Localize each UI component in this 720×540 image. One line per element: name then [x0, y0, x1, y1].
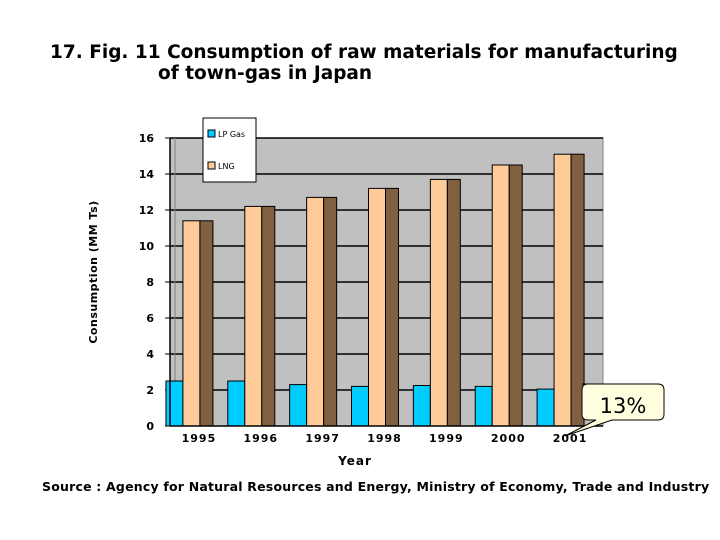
x-tick-label: 2001	[553, 432, 588, 445]
bar-lp-gas-1996	[227, 380, 246, 427]
y-tick-label: 8	[146, 276, 154, 289]
legend-swatch-lng	[207, 161, 216, 170]
callout-text: 13%	[600, 394, 647, 418]
bar-lp-gas-1998	[351, 385, 369, 427]
y-tick-label: 0	[146, 420, 154, 433]
source-note: Source : Agency for Natural Resources an…	[42, 479, 710, 494]
bar-lng-side-1995	[199, 220, 214, 427]
y-tick-label: 16	[139, 132, 155, 145]
bar-lp-gas-2000	[474, 385, 493, 427]
x-tick-label: 2000	[491, 432, 526, 445]
title-line-1: 17. Fig. 11 Consumption of raw materials…	[50, 42, 678, 63]
x-tick-label: 1995	[182, 432, 217, 445]
bar-lng-1999	[429, 178, 448, 427]
bar-lng-2001	[553, 153, 572, 427]
x-tick-label: 1999	[429, 432, 464, 445]
bar-lng-side-2000	[508, 164, 523, 427]
bar-lng-side-1999	[446, 178, 461, 427]
chart-title: 17. Fig. 11 Consumption of raw materials…	[50, 42, 678, 84]
bar-lng-1996	[244, 205, 263, 427]
x-axis-label: Year	[337, 454, 372, 468]
y-tick-label: 2	[146, 384, 154, 397]
x-tick-label: 1997	[305, 432, 340, 445]
y-tick-label: 14	[139, 168, 155, 181]
bar-lng-side-2001	[570, 153, 585, 427]
bar-lp-gas-1999	[412, 385, 431, 427]
legend-swatch-lp-gas	[207, 129, 216, 138]
legend	[202, 117, 257, 183]
bar-lng-side-1998	[385, 187, 399, 427]
y-tick-label: 4	[146, 348, 154, 361]
x-tick-label: 1998	[367, 432, 402, 445]
y-tick-label: 12	[139, 204, 154, 217]
y-tick-label: 6	[146, 312, 154, 325]
bar-lng-side-1997	[323, 196, 338, 427]
title-line-2: of town-gas in Japan	[158, 63, 373, 84]
bar-lp-gas-1997	[289, 384, 308, 427]
bar-lng-2000	[491, 164, 510, 427]
legend-label-lp-gas: LP Gas	[218, 130, 245, 139]
bar-lp-gas-2001	[536, 388, 555, 427]
x-tick-label: 1996	[243, 432, 278, 445]
legend-label-lng: LNG	[218, 162, 235, 171]
bar-lng-side-1996	[261, 205, 276, 427]
y-axis-label: Consumption (MM Ts)	[87, 200, 100, 343]
bar-lng-1995	[182, 220, 201, 427]
bar-lng-1997	[306, 196, 325, 427]
y-tick-label: 10	[139, 240, 155, 253]
bar-lp-gas-1995	[165, 380, 184, 427]
bar-lng-1998	[368, 187, 386, 427]
callout-bubble	[564, 383, 665, 437]
